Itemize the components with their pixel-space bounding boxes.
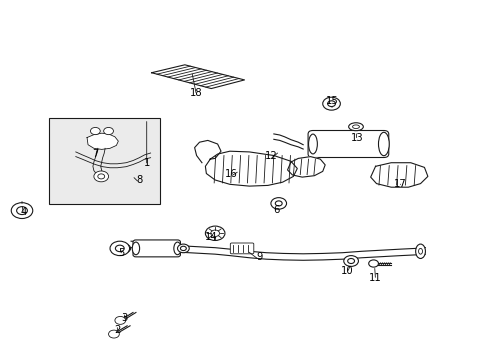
- Ellipse shape: [174, 242, 181, 255]
- Circle shape: [115, 245, 124, 252]
- Ellipse shape: [352, 125, 359, 129]
- Text: 8: 8: [136, 175, 142, 185]
- Circle shape: [343, 256, 358, 266]
- Text: 4: 4: [20, 207, 26, 217]
- Circle shape: [90, 127, 100, 135]
- Text: 6: 6: [272, 204, 279, 215]
- Text: 12: 12: [264, 150, 277, 161]
- Ellipse shape: [378, 132, 388, 156]
- Text: 3: 3: [122, 312, 127, 323]
- Text: 18: 18: [190, 88, 203, 98]
- Circle shape: [368, 260, 378, 267]
- Circle shape: [108, 330, 119, 338]
- Text: 2: 2: [114, 325, 121, 336]
- Text: 7: 7: [92, 149, 99, 159]
- Polygon shape: [205, 151, 297, 186]
- Circle shape: [115, 316, 125, 324]
- Polygon shape: [370, 163, 427, 187]
- Text: 17: 17: [393, 179, 406, 189]
- Ellipse shape: [308, 134, 317, 154]
- Polygon shape: [194, 140, 221, 163]
- Text: 15: 15: [325, 96, 338, 106]
- Circle shape: [122, 246, 127, 251]
- Ellipse shape: [415, 244, 425, 258]
- Ellipse shape: [132, 242, 140, 255]
- Text: 11: 11: [368, 273, 381, 283]
- Text: 14: 14: [204, 232, 217, 242]
- Polygon shape: [87, 133, 118, 149]
- Ellipse shape: [348, 123, 363, 131]
- FancyBboxPatch shape: [230, 243, 253, 254]
- Text: 10: 10: [340, 266, 353, 276]
- Polygon shape: [287, 157, 325, 177]
- FancyBboxPatch shape: [133, 240, 180, 257]
- Circle shape: [177, 244, 189, 253]
- Ellipse shape: [418, 248, 422, 254]
- Circle shape: [347, 258, 354, 264]
- Circle shape: [205, 226, 224, 240]
- Circle shape: [327, 101, 335, 107]
- Text: 16: 16: [224, 168, 237, 179]
- Circle shape: [110, 241, 129, 256]
- Circle shape: [11, 203, 33, 219]
- Circle shape: [17, 207, 27, 215]
- Circle shape: [98, 174, 104, 179]
- Circle shape: [180, 246, 186, 251]
- Text: 13: 13: [350, 132, 363, 143]
- Circle shape: [322, 97, 340, 110]
- Text: 5: 5: [118, 248, 124, 258]
- Circle shape: [103, 127, 113, 135]
- Bar: [49, 118, 160, 204]
- Polygon shape: [151, 65, 244, 89]
- Text: 1: 1: [143, 158, 150, 168]
- Circle shape: [94, 171, 108, 182]
- Circle shape: [119, 244, 130, 253]
- Circle shape: [270, 198, 286, 209]
- Circle shape: [210, 230, 219, 237]
- Circle shape: [275, 201, 282, 206]
- FancyBboxPatch shape: [307, 131, 388, 158]
- Text: 9: 9: [255, 252, 262, 262]
